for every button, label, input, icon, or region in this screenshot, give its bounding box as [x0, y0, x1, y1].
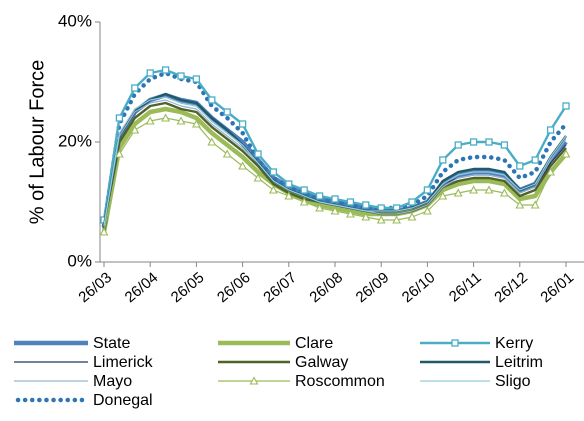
x-tick-label: 26/08: [306, 269, 346, 306]
legend-label: Roscommon: [295, 373, 385, 390]
marker: [114, 149, 124, 158]
marker: [176, 116, 186, 125]
marker: [469, 185, 479, 194]
x-tick-label: 26/10: [399, 269, 439, 306]
x-tick-label: 26/07: [260, 269, 300, 306]
x-tick-label: 26/03: [75, 269, 115, 306]
marker: [423, 186, 432, 194]
marker: [454, 141, 462, 149]
marker: [131, 84, 139, 92]
legend-label: Donegal: [93, 392, 153, 409]
legend-label: Sligo: [495, 373, 531, 390]
legend-item: Mayo: [14, 373, 132, 390]
x-tick-label: 26/04: [122, 269, 162, 306]
marker: [438, 191, 448, 200]
marker: [300, 186, 308, 194]
marker: [362, 201, 370, 209]
x-tick-label: 26/11: [446, 269, 485, 305]
marker: [562, 102, 570, 110]
legend-item: Donegal: [15, 392, 153, 409]
marker: [484, 185, 494, 194]
legend-item: Clare: [218, 335, 333, 352]
marker: [145, 116, 155, 125]
marker: [422, 206, 432, 215]
marker: [268, 185, 278, 194]
legend-label: Mayo: [93, 373, 132, 390]
x-tick-label: 26/05: [168, 269, 208, 306]
x-tick-label: 26/01: [537, 269, 577, 306]
marker: [345, 209, 355, 218]
marker: [361, 212, 371, 221]
marker: [330, 206, 340, 215]
marker: [453, 188, 463, 197]
marker: [208, 96, 216, 104]
marker: [191, 119, 201, 128]
marker: [515, 200, 525, 209]
legend-label: Limerick: [93, 354, 154, 371]
legend-item: Leitrim: [420, 354, 543, 371]
marker: [192, 75, 201, 83]
marker: [439, 156, 447, 164]
legend-item: Limerick: [14, 354, 154, 371]
marker: [376, 215, 386, 224]
legend-label: Kerry: [495, 335, 533, 352]
marker: [253, 173, 263, 182]
legend-label: Galway: [295, 354, 348, 371]
x-tick-label: 26/06: [214, 269, 254, 306]
legend-label: Leitrim: [495, 354, 543, 371]
marker: [254, 150, 262, 158]
marker: [530, 200, 540, 209]
legend-label: Clare: [295, 335, 333, 352]
marker: [269, 168, 278, 176]
marker: [392, 215, 402, 224]
marker: [130, 125, 140, 134]
y-axis-title: % of Labour Force: [26, 60, 48, 225]
legend-item: Galway: [218, 354, 348, 371]
legend-item: Sligo: [420, 373, 531, 390]
marker: [284, 191, 294, 200]
y-tick-label: 40%: [58, 11, 92, 30]
marker: [331, 195, 339, 203]
marker: [238, 120, 247, 128]
marker: [207, 137, 217, 146]
marker: [285, 180, 293, 188]
marker: [407, 212, 417, 221]
marker: [546, 167, 556, 176]
series-line: [103, 96, 567, 227]
marker: [469, 138, 478, 146]
marker: [223, 108, 231, 116]
marker: [546, 126, 555, 134]
x-tick-label: 26/12: [491, 269, 531, 306]
legend-label: State: [93, 335, 130, 352]
marker: [485, 138, 493, 146]
legend-item: State: [14, 335, 130, 352]
marker: [222, 149, 232, 158]
marker: [146, 69, 154, 77]
y-tick-label: 20%: [58, 131, 92, 150]
marker: [408, 198, 416, 206]
marker: [161, 113, 171, 122]
marker: [238, 161, 248, 170]
marker: [99, 227, 109, 236]
marker: [500, 141, 509, 149]
marker: [161, 66, 170, 74]
marker: [516, 162, 524, 170]
marker: [249, 376, 259, 385]
marker: [346, 198, 355, 206]
marker: [177, 72, 185, 80]
marker: [315, 192, 324, 200]
marker: [451, 339, 459, 347]
marker: [315, 203, 325, 212]
marker: [299, 197, 309, 206]
marker: [115, 114, 124, 122]
x-tick-label: 26/09: [353, 269, 393, 306]
legend-item: Kerry: [420, 335, 533, 352]
legend-item: Roscommon: [218, 373, 385, 390]
marker: [561, 149, 571, 158]
y-tick-label: 0%: [67, 251, 92, 270]
marker: [499, 188, 509, 197]
marker: [531, 156, 539, 164]
